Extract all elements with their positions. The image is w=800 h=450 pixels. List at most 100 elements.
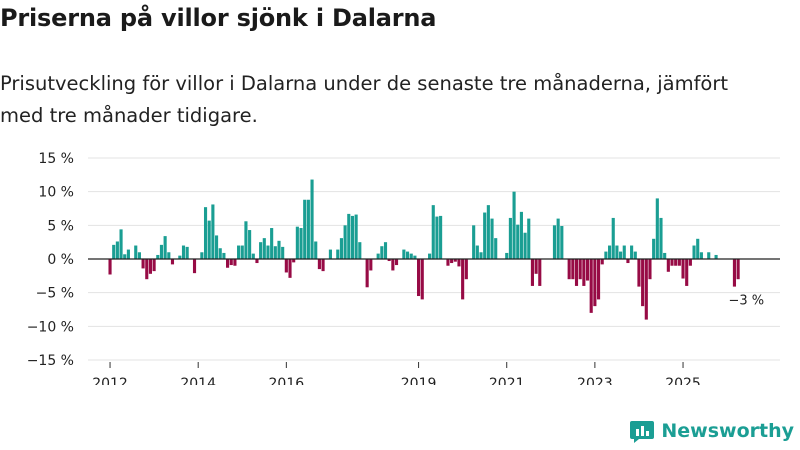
bar <box>666 259 670 272</box>
bar <box>200 252 204 259</box>
bar <box>519 211 523 259</box>
bar <box>736 259 740 280</box>
bar <box>115 241 119 259</box>
bar <box>108 259 112 275</box>
y-tick-label: −10 % <box>27 319 74 335</box>
bar <box>244 221 248 259</box>
x-tick-label: 2016 <box>269 376 305 385</box>
bar <box>538 259 542 286</box>
bar <box>218 248 222 259</box>
bar <box>681 259 685 279</box>
bar <box>699 252 703 259</box>
bar <box>479 252 483 259</box>
bar <box>413 255 417 259</box>
bar <box>148 259 152 274</box>
bar <box>582 259 586 286</box>
bar <box>134 245 138 259</box>
bar <box>123 254 127 259</box>
bar <box>450 259 454 264</box>
last-value-label: −3 % <box>728 294 764 309</box>
bar <box>336 249 340 259</box>
bar <box>137 252 141 259</box>
bar <box>211 204 215 259</box>
bar <box>688 259 692 266</box>
bar <box>674 259 678 266</box>
bar <box>508 217 512 259</box>
bar <box>192 259 197 274</box>
bar <box>321 259 325 272</box>
bar <box>523 232 527 259</box>
bar <box>159 244 164 259</box>
bar <box>505 252 509 259</box>
bar <box>383 242 388 259</box>
bar <box>119 229 123 259</box>
bar <box>259 242 263 259</box>
bar <box>534 259 538 274</box>
bar <box>233 259 237 266</box>
bar <box>637 259 641 287</box>
bar <box>126 249 130 259</box>
bar <box>328 249 332 259</box>
bar <box>376 253 380 259</box>
chart-title: Priserna på villor sjönk i Dalarna <box>0 4 437 32</box>
bar <box>428 253 432 259</box>
bar <box>420 259 424 300</box>
bar <box>453 259 457 262</box>
x-tick-label: 2019 <box>401 376 437 385</box>
bar <box>457 259 461 267</box>
bar <box>685 259 689 286</box>
bar <box>431 205 435 259</box>
bar <box>446 259 450 266</box>
bar <box>461 259 465 300</box>
bar <box>317 259 321 270</box>
bar <box>248 230 252 259</box>
bar <box>170 259 175 265</box>
bar <box>185 246 189 259</box>
bar <box>237 245 241 259</box>
bar <box>604 251 608 259</box>
bar <box>284 259 288 273</box>
bar <box>365 259 369 288</box>
bar <box>439 215 443 259</box>
bar <box>295 226 299 259</box>
bar <box>578 259 582 280</box>
bar <box>112 244 116 259</box>
x-tick-label: 2025 <box>665 376 701 385</box>
bar <box>600 259 604 265</box>
bar <box>277 240 281 259</box>
bar <box>141 259 145 269</box>
bar <box>402 249 406 259</box>
bar <box>567 259 571 280</box>
brand-name: Newsworthy <box>661 420 794 442</box>
bar <box>354 214 358 259</box>
bar <box>714 254 718 259</box>
bar <box>589 259 593 313</box>
bar <box>670 259 674 266</box>
bar <box>574 259 579 286</box>
y-tick-label: −15 % <box>27 353 74 369</box>
bar <box>641 259 645 307</box>
bar <box>266 245 270 259</box>
bar <box>314 241 318 259</box>
bar <box>652 238 656 259</box>
bar <box>512 191 516 259</box>
y-axis: 15 % 10 % 5 % 0 % −5 % −10 % −15 % <box>27 151 74 369</box>
bar <box>571 259 575 280</box>
bar <box>207 220 211 259</box>
bar <box>203 207 208 259</box>
bar <box>251 253 255 259</box>
bar-series <box>108 179 740 320</box>
bar <box>732 259 737 287</box>
bar <box>692 245 696 259</box>
bar <box>560 226 564 259</box>
y-tick-label: 15 % <box>38 151 74 167</box>
bar-chart: 15 %10 %5 %0 %−5 %−10 %−15 % 2012 2014 201… <box>27 151 780 385</box>
bar <box>644 259 648 320</box>
bar <box>339 238 343 259</box>
bar <box>608 245 612 259</box>
bar <box>369 259 373 271</box>
y-tick-label: 0 % <box>47 252 74 268</box>
bar <box>178 255 182 259</box>
bar <box>181 245 186 259</box>
bar <box>622 245 626 259</box>
